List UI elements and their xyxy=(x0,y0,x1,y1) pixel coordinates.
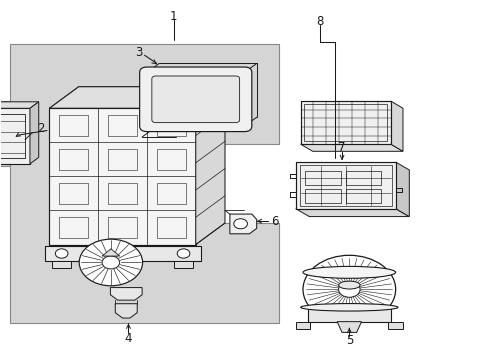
Bar xyxy=(307,307,390,321)
Bar xyxy=(157,115,185,135)
Polygon shape xyxy=(30,102,39,164)
Polygon shape xyxy=(49,87,224,108)
Bar xyxy=(44,246,200,261)
Bar xyxy=(157,183,185,204)
FancyBboxPatch shape xyxy=(140,67,251,132)
Bar xyxy=(300,101,390,144)
Bar xyxy=(52,261,71,268)
Bar xyxy=(0,108,30,164)
Bar xyxy=(49,108,195,244)
Bar xyxy=(173,261,193,268)
Polygon shape xyxy=(49,87,224,108)
Bar xyxy=(0,114,25,158)
Circle shape xyxy=(233,219,247,229)
Bar xyxy=(304,104,386,141)
Circle shape xyxy=(102,256,120,269)
Text: 7: 7 xyxy=(338,140,345,153)
Polygon shape xyxy=(295,209,408,217)
Circle shape xyxy=(177,249,189,258)
Text: 3: 3 xyxy=(135,46,142,59)
Polygon shape xyxy=(295,321,310,329)
Bar xyxy=(157,217,185,238)
Bar xyxy=(345,189,380,203)
Polygon shape xyxy=(110,288,142,300)
Text: 6: 6 xyxy=(270,215,278,228)
Polygon shape xyxy=(300,144,402,151)
FancyBboxPatch shape xyxy=(152,76,239,123)
Bar xyxy=(108,115,137,135)
Polygon shape xyxy=(0,102,39,108)
Bar xyxy=(295,162,395,209)
Bar xyxy=(305,189,340,203)
Circle shape xyxy=(303,255,395,323)
Ellipse shape xyxy=(338,281,359,289)
Bar xyxy=(108,149,137,170)
Polygon shape xyxy=(387,321,402,329)
Circle shape xyxy=(79,239,142,286)
Polygon shape xyxy=(336,321,361,332)
Polygon shape xyxy=(390,101,402,151)
Polygon shape xyxy=(102,249,120,256)
Ellipse shape xyxy=(303,266,395,278)
Ellipse shape xyxy=(300,303,397,311)
Bar xyxy=(108,217,137,238)
Polygon shape xyxy=(10,44,278,323)
Text: 5: 5 xyxy=(345,334,352,347)
Text: 8: 8 xyxy=(316,15,323,28)
Bar xyxy=(299,165,391,206)
Polygon shape xyxy=(115,304,137,318)
Circle shape xyxy=(338,282,359,297)
Polygon shape xyxy=(195,87,224,244)
Bar xyxy=(59,217,88,238)
Text: 1: 1 xyxy=(170,10,177,23)
Polygon shape xyxy=(395,162,408,217)
Bar xyxy=(305,171,340,185)
Bar xyxy=(345,171,380,185)
Text: 4: 4 xyxy=(124,332,132,345)
Circle shape xyxy=(55,249,68,258)
Text: 2: 2 xyxy=(37,122,44,135)
Bar xyxy=(108,183,137,204)
Bar xyxy=(157,149,185,170)
Polygon shape xyxy=(229,214,256,234)
Bar xyxy=(59,115,88,135)
Bar xyxy=(59,183,88,204)
Polygon shape xyxy=(0,101,10,166)
Bar xyxy=(59,149,88,170)
